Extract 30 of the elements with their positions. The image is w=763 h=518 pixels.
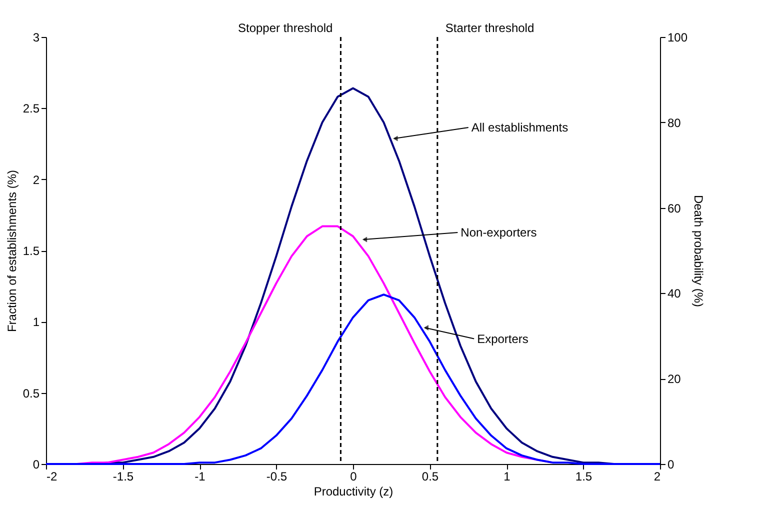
ref-line-label: Stopper threshold [238,21,333,35]
x-tick-label: 0 [350,470,358,484]
y2-tick-label: 100 [668,30,688,44]
annotation: All establishments [471,120,568,134]
y-tick-label: 3 [32,30,40,44]
y2-tick-label: 60 [668,201,682,216]
y-tick-label: 0.5 [22,386,40,400]
ref-line-label: Starter threshold [445,21,534,35]
y2-axis-title: Death probability (%) [692,194,706,308]
y-tick-label: 1 [32,315,40,330]
y2-tick-label: 80 [668,116,682,130]
y-tick-label: 1.5 [22,244,40,258]
x-tick-label: 1 [504,470,511,484]
y-axis-title: Fraction of establishments (%) [4,170,19,332]
y2-tick-label: 0 [668,458,674,472]
x-tick-label: -0.5 [266,470,288,484]
x-axis-title: Productivity (z) [314,484,394,498]
y2-tick-label: 40 [668,286,682,301]
x-tick-label: -2 [46,470,58,484]
y-tick-label: 0 [32,458,40,472]
annotation: Exporters [477,332,528,346]
x-tick-label: 1.5 [575,470,592,484]
x-tick-label: -1.5 [112,470,134,484]
annotation: Non-exporters [460,226,537,240]
x-tick-label: 2 [654,470,661,484]
y-tick-label: 2.5 [22,102,40,116]
y2-tick-label: 20 [668,372,682,386]
y-tick-label: 2 [32,172,40,187]
x-tick-label: -1 [194,470,206,484]
x-tick-label: 0.5 [422,470,439,484]
